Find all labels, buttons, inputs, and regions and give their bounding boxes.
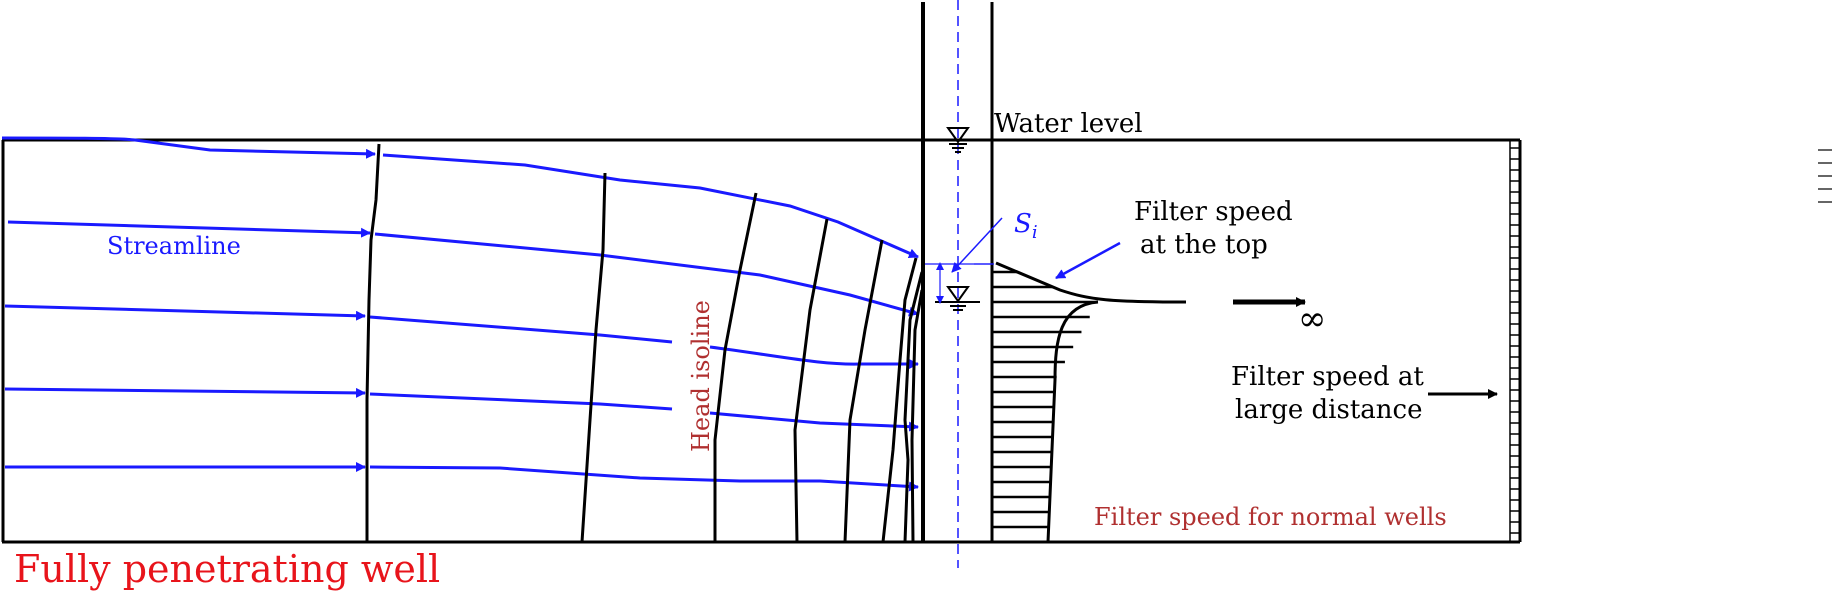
head-isolines	[365, 143, 924, 543]
streamline-2	[7, 220, 371, 238]
isoline-2	[580, 172, 607, 543]
streamline-3b	[369, 315, 673, 344]
streamline-3	[4, 304, 366, 321]
filter-speed-far-label-line2: large distance	[1235, 395, 1422, 425]
arrow-filter-top-icon	[1055, 241, 1121, 280]
streamline-4c	[709, 411, 919, 432]
streamline-4b	[369, 392, 673, 411]
head-isoline-label: Head isoline	[687, 300, 715, 452]
filter-speed-normal-label: Filter speed for normal wells	[1094, 503, 1447, 531]
infinity-symbol: ∞	[1298, 299, 1326, 339]
streamlines	[1, 136, 919, 492]
drawdown-subscript: i	[1032, 222, 1038, 243]
right-boundary-hatch	[1509, 140, 1520, 542]
isoline-5	[843, 239, 884, 543]
water-level-marker-icon	[946, 127, 970, 153]
streamline-5b	[369, 465, 919, 492]
edge-hatch	[1818, 149, 1832, 203]
filter-speed-top-label-line1: Filter speed	[1134, 197, 1293, 227]
isoline-6	[881, 257, 918, 543]
drawdown-dimension	[925, 217, 1003, 304]
streamline-label: Streamline	[107, 232, 241, 260]
filter-speed-profile	[993, 261, 1187, 543]
streamline-4	[4, 387, 366, 398]
isoline-7	[903, 271, 924, 543]
streamline-3c	[709, 345, 919, 369]
water-level-label: Water level	[994, 109, 1143, 139]
isoline-3	[713, 192, 758, 542]
streamline-1b	[382, 153, 919, 259]
drawdown-symbol: S	[1014, 209, 1032, 239]
drawdown-label: Si	[1014, 209, 1038, 243]
well-tube	[921, 2, 994, 544]
isoline-4	[793, 218, 829, 543]
streamline-1	[1, 136, 376, 159]
streamline-2b	[374, 232, 919, 317]
page-title: Fully penetrating well	[14, 547, 440, 591]
aquifer-box	[1, 138, 1522, 544]
isoline-1	[365, 143, 381, 542]
filter-speed-far-label-line1: Filter speed at	[1231, 362, 1424, 392]
filter-speed-top-label-line2: at the top	[1140, 230, 1268, 260]
isoline-8	[910, 289, 924, 543]
